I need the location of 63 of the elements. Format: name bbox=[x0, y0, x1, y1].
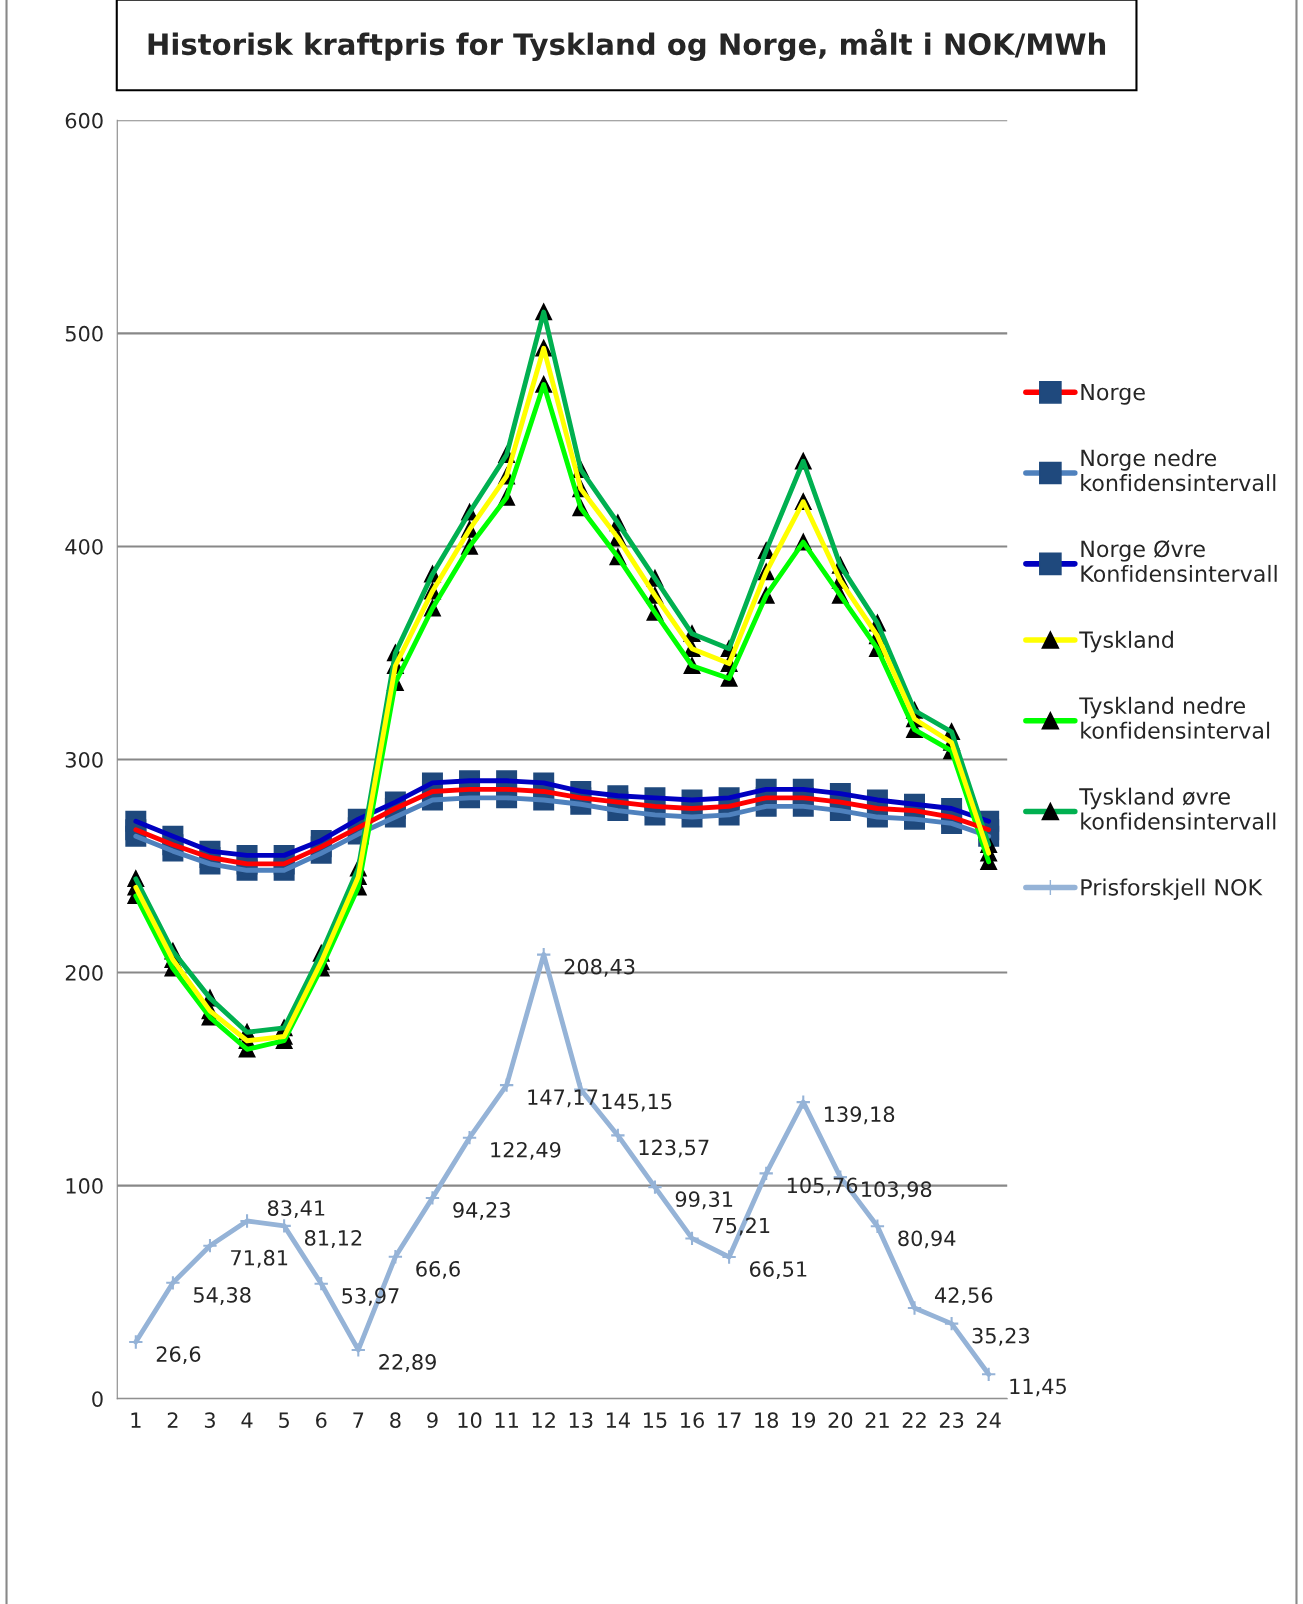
legend-label: Norge nedre konfidensintervall bbox=[1081, 449, 1276, 492]
data-label: 122,49 bbox=[491, 1141, 561, 1160]
x-tick-label: 18 bbox=[755, 1412, 779, 1429]
x-tick-label: 23 bbox=[939, 1412, 964, 1429]
data-label: 105,76 bbox=[787, 1177, 858, 1196]
data-label: 103,98 bbox=[862, 1181, 932, 1200]
data-label: 26,6 bbox=[156, 1346, 201, 1365]
x-tick-label: 21 bbox=[865, 1412, 889, 1428]
data-label: 11,45 bbox=[1010, 1378, 1066, 1397]
data-label: 99,31 bbox=[675, 1191, 733, 1210]
y-tick-label: 0 bbox=[92, 1391, 103, 1407]
data-label: 35,23 bbox=[972, 1327, 1030, 1346]
x-tick-label: 1 bbox=[131, 1412, 141, 1428]
x-tick-label: 6 bbox=[316, 1412, 327, 1429]
x-tick-label: 11 bbox=[495, 1412, 518, 1428]
x-tick-label: 13 bbox=[569, 1412, 593, 1429]
data-label: 66,6 bbox=[416, 1260, 460, 1279]
y-tick-label: 300 bbox=[65, 751, 103, 768]
y-tick-label: 500 bbox=[65, 325, 103, 342]
data-label: 83,41 bbox=[267, 1200, 325, 1219]
data-label: 53,97 bbox=[342, 1287, 399, 1306]
legend-label: Prisforskjell NOK bbox=[1081, 878, 1263, 900]
y-tick-label: 600 bbox=[65, 112, 103, 129]
x-tick-label: 4 bbox=[241, 1412, 253, 1428]
x-tick-label: 5 bbox=[279, 1412, 289, 1429]
legend-label: Tyskland nedre konfidensinterval bbox=[1079, 696, 1270, 739]
x-tick-label: 9 bbox=[427, 1412, 438, 1429]
data-label: 71,81 bbox=[231, 1249, 288, 1268]
data-label: 22,89 bbox=[379, 1354, 436, 1372]
data-label: 145,15 bbox=[602, 1093, 672, 1112]
legend-label: Tyskland øvre konfidensintervall bbox=[1079, 787, 1276, 830]
data-label: 81,12 bbox=[304, 1230, 362, 1248]
x-tick-label: 10 bbox=[458, 1412, 482, 1429]
x-tick-label: 3 bbox=[204, 1412, 215, 1429]
data-label: 94,23 bbox=[453, 1202, 510, 1220]
legend-label: Norge bbox=[1081, 383, 1145, 405]
data-label: 75,21 bbox=[713, 1217, 770, 1236]
x-tick-label: 7 bbox=[353, 1412, 364, 1428]
x-tick-label: 8 bbox=[390, 1412, 401, 1429]
x-tick-label: 2 bbox=[167, 1412, 178, 1428]
data-label: 54,38 bbox=[193, 1287, 251, 1305]
y-tick-label: 200 bbox=[65, 965, 103, 981]
x-tick-label: 24 bbox=[976, 1412, 1001, 1428]
data-label: 139,18 bbox=[825, 1106, 895, 1125]
y-tick-label: 400 bbox=[65, 538, 103, 555]
x-tick-label: 15 bbox=[643, 1412, 667, 1429]
legend-label: Tyskland bbox=[1079, 630, 1173, 653]
x-tick-label: 14 bbox=[606, 1412, 630, 1428]
x-tick-label: 12 bbox=[532, 1412, 555, 1428]
x-tick-label: 17 bbox=[718, 1412, 741, 1428]
data-label: 42,56 bbox=[934, 1287, 993, 1306]
data-label: 147,17 bbox=[528, 1089, 598, 1108]
x-tick-label: 22 bbox=[902, 1412, 926, 1428]
data-label: 123,57 bbox=[639, 1139, 709, 1158]
legend-label: Norge Øvre Konfidensintervall bbox=[1081, 540, 1277, 583]
y-tick-label: 100 bbox=[66, 1178, 103, 1194]
chart-title: Historisk kraftpris for Tyskland og Norge, målt i NOK/MWh bbox=[148, 28, 1106, 62]
data-label: 208,43 bbox=[564, 958, 635, 977]
x-tick-label: 16 bbox=[681, 1412, 704, 1429]
data-label: 66,51 bbox=[750, 1261, 807, 1280]
x-tick-label: 19 bbox=[792, 1412, 816, 1429]
x-tick-label: 20 bbox=[828, 1412, 853, 1429]
data-label: 80,94 bbox=[898, 1230, 956, 1249]
